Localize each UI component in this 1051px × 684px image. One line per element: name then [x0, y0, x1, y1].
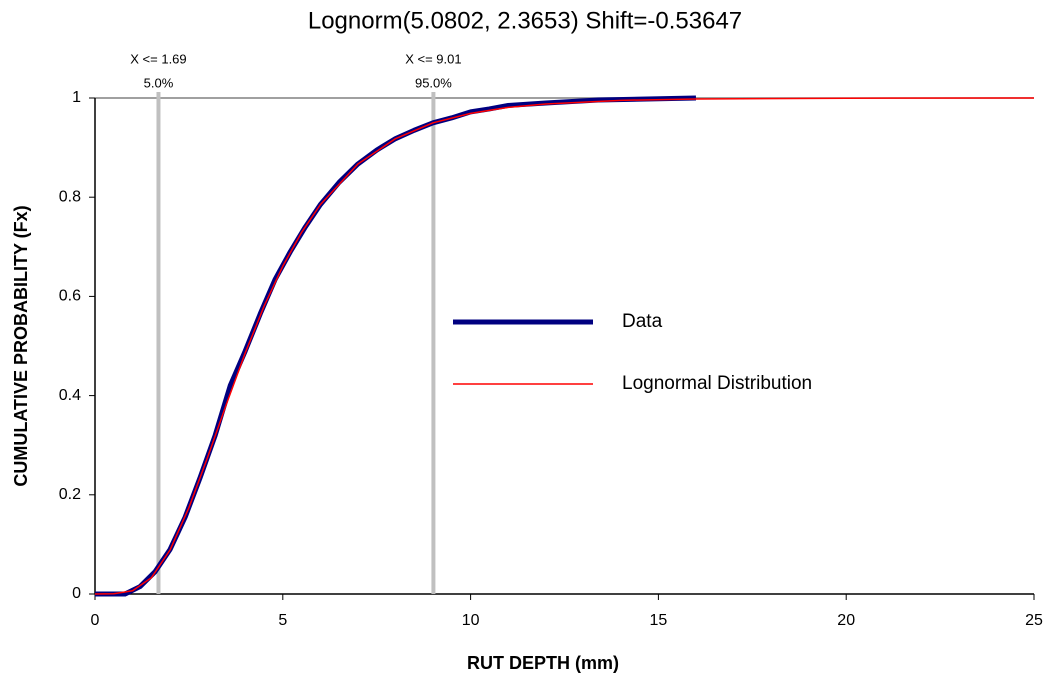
y-tick-label: 0 [72, 585, 81, 602]
y-tick-label: 1 [72, 89, 81, 106]
legend-label: Data [622, 311, 663, 332]
x-tick-label: 25 [1025, 612, 1043, 629]
y-tick-label: 0.8 [59, 188, 81, 205]
x-tick-label: 5 [278, 612, 287, 629]
x-tick-label: 15 [650, 612, 668, 629]
x-tick-label: 0 [91, 612, 100, 629]
chart-title: Lognorm(5.0802, 2.3653) Shift=-0.53647 [308, 7, 742, 34]
series-line [95, 95, 697, 597]
x-tick-label: 10 [462, 612, 480, 629]
y-tick-label: 0.4 [59, 387, 81, 404]
x-axis-label: RUT DEPTH (mm) [467, 653, 619, 673]
percentile-x-label: X <= 9.01 [405, 51, 461, 66]
percentile-x-label: X <= 1.69 [130, 51, 186, 66]
series-line [94, 97, 1035, 595]
percentile-p-label: 5.0% [144, 75, 174, 90]
y-tick-label: 0.2 [59, 486, 81, 503]
y-tick-label: 0.6 [59, 288, 81, 305]
legend-label: Lognormal Distribution [622, 373, 812, 394]
percentile-p-label: 95.0% [415, 75, 452, 90]
x-tick-label: 20 [837, 612, 855, 629]
y-axis-label: CUMULATIVE PROBABILITY (Fx) [11, 205, 31, 486]
